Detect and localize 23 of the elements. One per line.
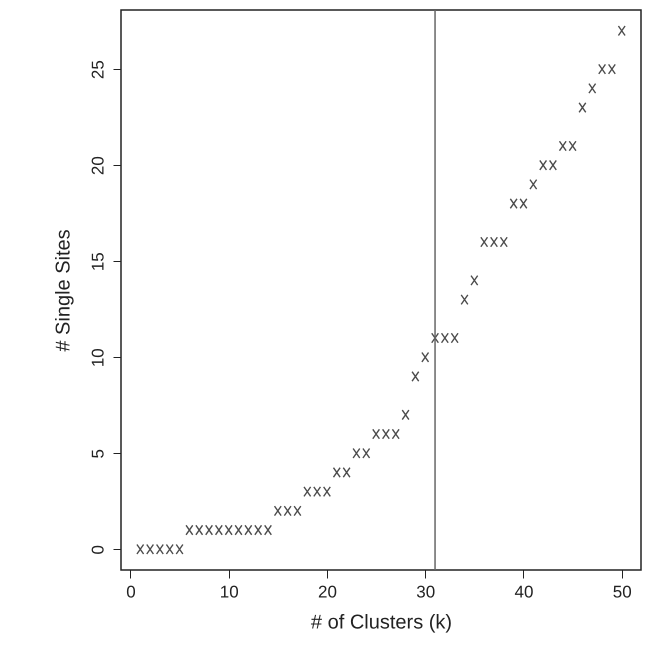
x-tick-label: 40 <box>514 582 534 602</box>
x-tick-label: 20 <box>318 582 337 602</box>
point <box>421 352 430 363</box>
point <box>411 370 420 382</box>
point <box>470 274 478 286</box>
y-tick-label: 5 <box>88 449 108 458</box>
point <box>588 82 596 94</box>
x-tick-label: 50 <box>612 582 632 602</box>
y-tick-label: 10 <box>88 348 108 368</box>
point <box>529 178 538 190</box>
point <box>402 409 410 420</box>
point <box>460 294 469 306</box>
y-tick-label: 20 <box>88 156 108 176</box>
point <box>578 102 586 113</box>
x-tick-label: 0 <box>126 582 136 602</box>
y-tick-label: 25 <box>88 60 108 80</box>
x-axis-title: # of Clusters (k) <box>310 612 452 634</box>
y-tick-label: 0 <box>88 545 108 554</box>
y-tick-label: 15 <box>88 252 108 272</box>
x-tick-label: 30 <box>416 582 436 602</box>
x-tick-label: 10 <box>220 582 239 602</box>
point <box>618 25 626 36</box>
y-axis-title: # Single Sites <box>52 229 74 352</box>
